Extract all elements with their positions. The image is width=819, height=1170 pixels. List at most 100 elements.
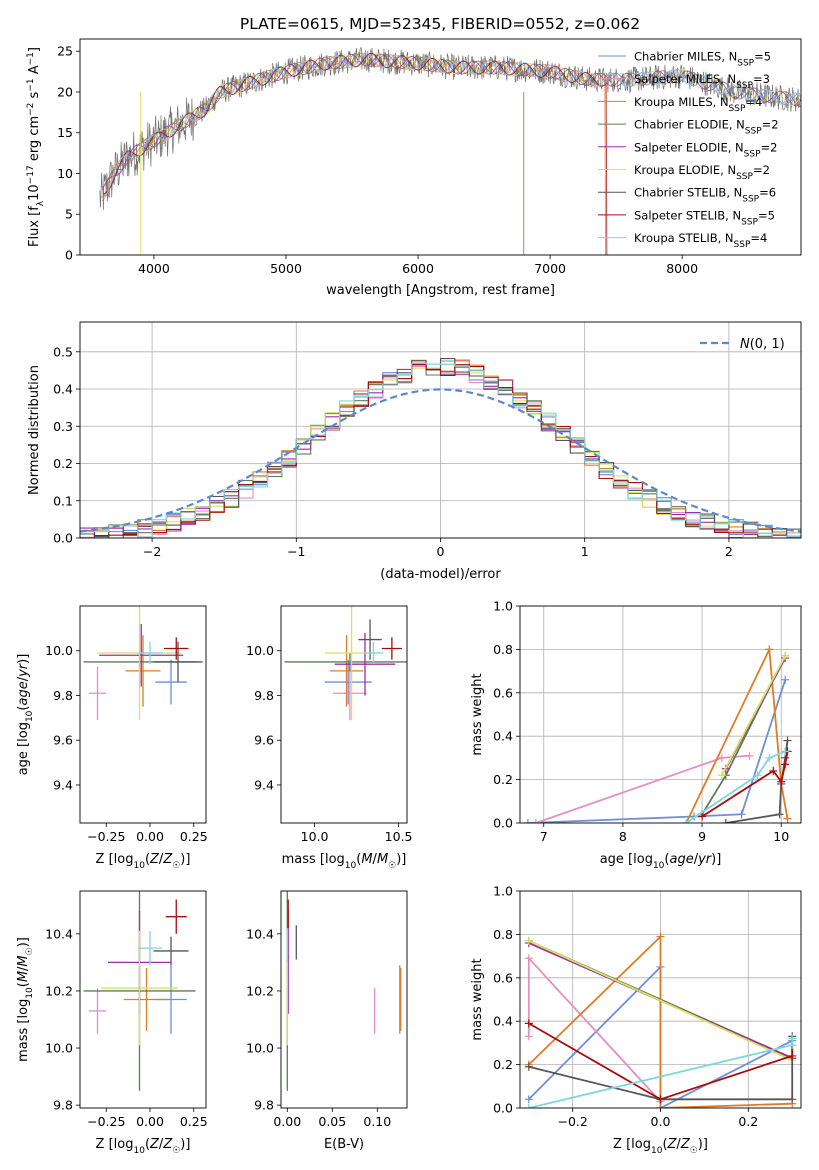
errorbar-point (88, 666, 107, 721)
label-part: )] (698, 1137, 708, 1152)
weight-series-marker (753, 771, 762, 780)
weight-series-marker (777, 777, 786, 786)
weight-series-marker (788, 1034, 797, 1043)
y-tick-label: 0.3 (53, 419, 73, 434)
label-part: M (16, 971, 31, 982)
weight-series-marker (656, 932, 665, 941)
errorbar-point (381, 637, 402, 660)
label-part: 10 (651, 1146, 663, 1156)
label-part: A (27, 65, 42, 78)
label-part: N (740, 337, 750, 352)
spectrum-plot-area (99, 47, 801, 255)
weight-series-marker (781, 747, 790, 756)
x-tick-label: 2 (725, 544, 733, 559)
y-tick-label: 0.6 (493, 970, 513, 985)
errorbar-point (101, 930, 178, 1046)
y-tick-label: 1.0 (493, 599, 513, 614)
errorbar-point (363, 641, 384, 665)
label-part: =3 (753, 72, 770, 86)
x-tick-label: 9 (698, 829, 706, 844)
y-tick-label: 0.4 (493, 729, 513, 744)
y-tick-label: 10.0 (246, 643, 274, 658)
y-tick-label: 9.6 (53, 733, 73, 748)
errorbar-point (165, 899, 187, 934)
weight-series-marker (531, 819, 540, 823)
label-part: −17 (26, 165, 36, 184)
y-tick-label: 0.4 (493, 1014, 513, 1029)
label-part: SSP (745, 127, 762, 137)
y-tick-label: 10.4 (45, 926, 73, 941)
legend-entry-label: Chabrier MILES, NSSP=5 (634, 50, 771, 69)
y-tick-label: 0.0 (493, 1101, 513, 1116)
label-part: ( (16, 982, 31, 987)
y-tick-label: 9.4 (53, 777, 73, 792)
errorbar-point (358, 619, 382, 660)
errorbar-point (329, 635, 364, 707)
label-part: / (16, 966, 31, 971)
weight-series-marker (781, 675, 790, 684)
label-part: )] (180, 852, 190, 867)
y-tick-label: 1.0 (493, 884, 513, 899)
legend-entry-label: N(0, 1) (740, 337, 785, 352)
x-tick-label: −0.2 (558, 1114, 588, 1129)
y-tick-label: 10.2 (246, 983, 274, 998)
label-part: erg cm (27, 116, 42, 165)
label-part: 10 (653, 861, 665, 871)
y-tick-label: 9.8 (53, 1098, 73, 1113)
label-part: Z (162, 852, 173, 867)
mass-vs-EBV-axes: 0.00 0.05 0.10 9.8 10.0 10.2 10.4 (246, 926, 391, 1129)
weight-series-marker (765, 753, 774, 762)
label-part: Chabrier ELODIE, N (634, 118, 745, 132)
label-part: )] (16, 654, 31, 664)
label-part: M (361, 852, 372, 867)
x-tick-label: 0.00 (273, 1114, 301, 1129)
label-part: SSP (729, 104, 746, 114)
label-part: Z [log (96, 852, 134, 867)
weight-vs-age-axes: 7 8 9 10 0.0 0.2 0.4 0.6 0.8 1.0 (493, 599, 789, 845)
weight-series-marker (769, 766, 778, 775)
label-part: ( (356, 852, 361, 867)
weight-vs-age-plot-area (520, 606, 801, 823)
weight-series-marker (524, 1032, 533, 1041)
age-vs-Z-frame (79, 605, 207, 824)
weight-series-line (528, 1036, 794, 1101)
age-vs-mass-frame (280, 605, 408, 824)
y-tick-label: 0.6 (493, 685, 513, 700)
y-tick-label: 0.0 (493, 816, 513, 831)
label-part: 10 (25, 987, 35, 999)
label-part: / (694, 852, 699, 867)
weight-series-line (721, 655, 786, 776)
y-tick-label: 9.4 (254, 777, 274, 792)
label-part: / (16, 676, 31, 681)
label-part: −2 (26, 103, 36, 116)
y-tick-label: 0.2 (493, 772, 513, 787)
y-tick-label: 0.1 (53, 493, 73, 508)
errorbar-point (123, 968, 170, 1031)
x-tick-label: 8000 (666, 261, 698, 276)
label-part: ☉ (388, 861, 396, 871)
label-part: Flux [f (27, 206, 42, 247)
errorbar-point (284, 652, 407, 671)
spectrum-x-label: wavelength [Angstrom, rest frame] (326, 283, 555, 298)
y-tick-label: 10.0 (246, 1041, 274, 1056)
spectrum-axes: 4000 5000 6000 7000 8000 0 5 10 15 20 25 (57, 44, 698, 276)
x-tick-label: 10 (773, 829, 789, 844)
age-vs-mass-plot-area (284, 606, 407, 721)
weight-series-line (527, 679, 787, 823)
label-part: (0, 1) (750, 337, 785, 352)
residuals-x-label: (data-model)/error (380, 567, 501, 582)
weight-vs-Z-frame (519, 890, 802, 1109)
label-part: 10 (133, 861, 145, 871)
weight-series-marker (783, 814, 792, 823)
x-tick-label: 8 (619, 829, 627, 844)
label-part: / (676, 1137, 681, 1152)
residuals-axes: −2 −1 0 1 2 0.0 0.1 0.2 0.3 0.4 0.5 (53, 344, 733, 559)
label-part: / (159, 852, 164, 867)
weight-series-marker (781, 760, 790, 769)
label-part: SSP (741, 217, 758, 227)
legend-entry-label: Kroupa MILES, NSSP=4 (634, 95, 762, 114)
mass-vs-Z-frame (79, 890, 207, 1109)
errorbar-point (137, 930, 163, 966)
weight-series-marker (783, 736, 792, 745)
